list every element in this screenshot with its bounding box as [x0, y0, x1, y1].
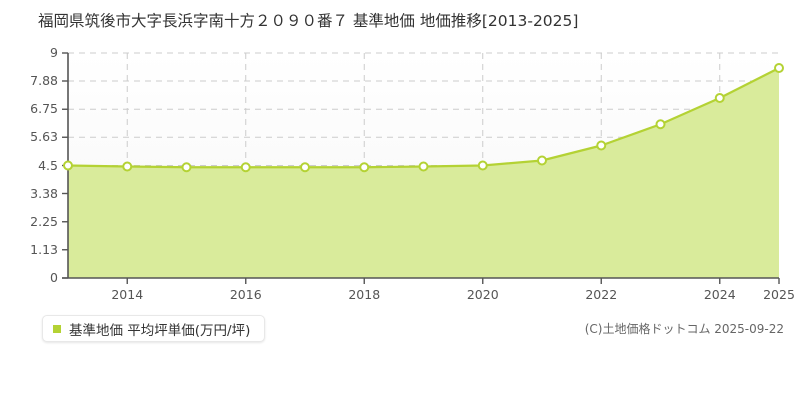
data-point-marker[interactable]: [418, 161, 429, 172]
data-point-marker[interactable]: [181, 162, 192, 173]
y-axis-tick-label: 1.13: [30, 241, 58, 257]
data-point-marker[interactable]: [240, 162, 251, 173]
data-point-marker[interactable]: [774, 63, 784, 73]
data-point-marker[interactable]: [655, 119, 666, 130]
data-point-marker[interactable]: [714, 93, 725, 103]
legend-swatch-icon: [53, 324, 61, 333]
data-point-marker[interactable]: [122, 161, 133, 172]
copyright-credit: (C)土地価格ドットコム 2025-09-22: [584, 322, 784, 336]
y-axis-tick-label: 4.5: [38, 157, 58, 173]
y-axis-tick-label: 0: [50, 270, 58, 285]
x-axis-tick-label: 2016: [229, 287, 262, 302]
y-axis-tick-label: 3.38: [30, 185, 58, 201]
legend-label: 基準地価 平均坪単価(万円/坪): [69, 322, 251, 339]
data-point-marker[interactable]: [359, 162, 370, 173]
y-axis-tick-label: 2.25: [30, 213, 58, 229]
legend[interactable]: 基準地価 平均坪単価(万円/坪): [42, 315, 266, 342]
data-point-marker[interactable]: [537, 155, 547, 166]
x-axis-tick-label: 2024: [703, 287, 736, 302]
page-title: 福岡県筑後市大字長浜字南十方２０９０番７ 基準地価 地価推移[2013-2025…: [38, 12, 579, 30]
data-point-marker[interactable]: [477, 160, 488, 171]
data-point-marker[interactable]: [300, 162, 310, 173]
x-axis-tick-label: 2025: [763, 287, 795, 302]
x-axis-tick-label: 2014: [111, 287, 144, 302]
data-point-marker[interactable]: [63, 160, 73, 171]
y-axis-tick-label: 9: [50, 45, 58, 60]
series-area: [68, 68, 779, 278]
x-axis-tick-label: 2022: [585, 287, 618, 302]
x-axis-tick-label: 2018: [348, 287, 381, 302]
x-axis-tick-label: 2020: [466, 287, 499, 302]
y-axis-tick-label: 7.88: [30, 73, 58, 88]
data-point-markers[interactable]: [63, 63, 784, 173]
y-axis-tick-label: 5.63: [30, 129, 58, 145]
data-point-marker[interactable]: [596, 140, 607, 151]
y-axis-tick-label: 6.75: [30, 101, 58, 117]
